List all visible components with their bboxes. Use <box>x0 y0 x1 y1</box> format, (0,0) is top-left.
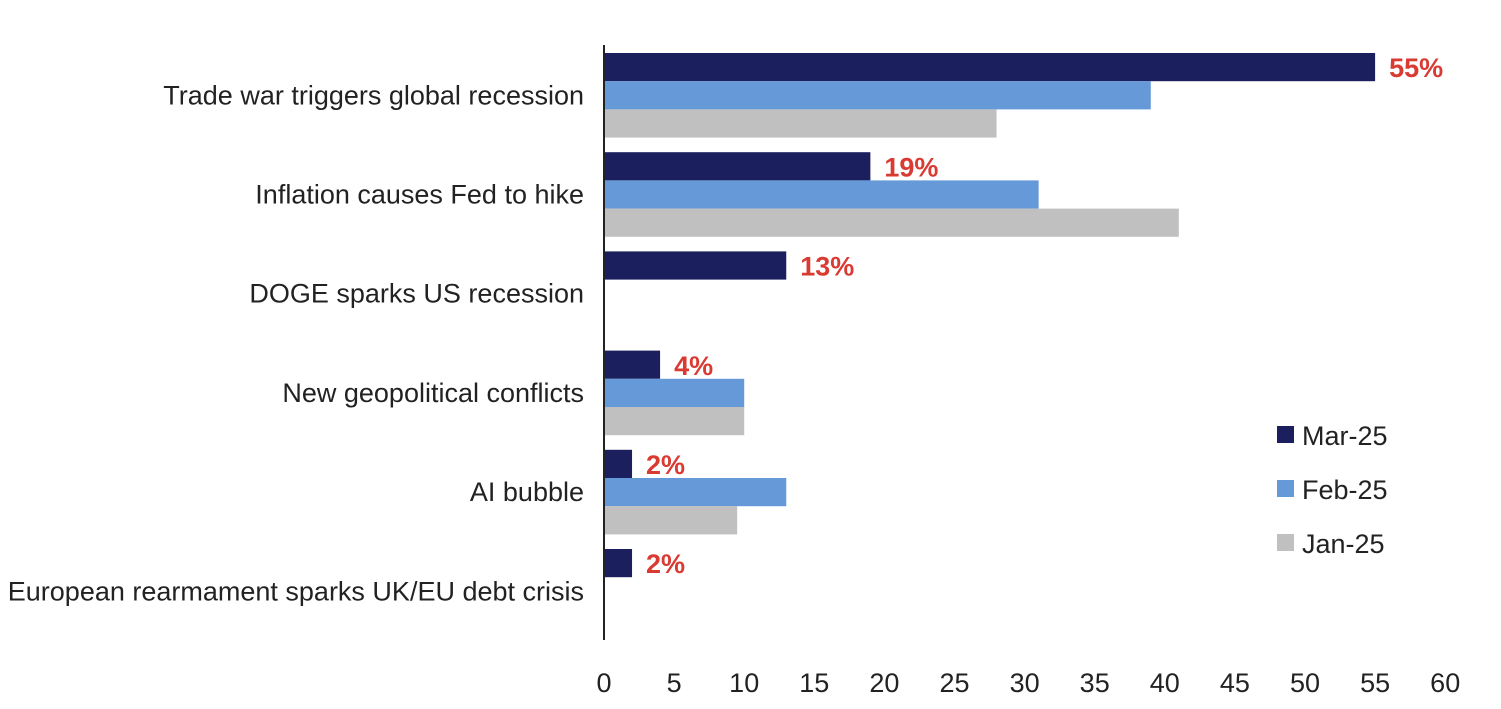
data-label-3: 4% <box>674 351 713 381</box>
bar-mar-25-2 <box>604 251 787 280</box>
legend: Mar-25 Feb-25 Jan-25 <box>1277 421 1388 559</box>
bar-jan-25-4 <box>604 506 738 535</box>
data-label-1: 19% <box>884 152 938 182</box>
data-labels: 55% 19% 13% 4% 2% 2% <box>646 53 1443 579</box>
data-label-0: 55% <box>1389 53 1443 83</box>
x-tick-label-9: 45 <box>1220 668 1250 698</box>
category-label-2: DOGE sparks US recession <box>249 279 584 309</box>
x-tick-label-1: 5 <box>667 668 682 698</box>
bars-group <box>604 53 1376 578</box>
x-tick-label-11: 55 <box>1360 668 1390 698</box>
category-labels: Trade war triggers global recession Infla… <box>8 80 584 606</box>
x-tick-label-2: 10 <box>729 668 759 698</box>
data-label-4: 2% <box>646 450 685 480</box>
bar-jan-25-1 <box>604 208 1179 237</box>
bar-mar-25-3 <box>604 350 661 379</box>
bar-feb-25-3 <box>604 378 745 407</box>
x-tick-label-7: 35 <box>1080 668 1110 698</box>
x-tick-label-5: 25 <box>939 668 969 698</box>
x-tick-label-8: 40 <box>1150 668 1180 698</box>
legend-swatch-feb-25 <box>1277 480 1294 497</box>
bar-mar-25-1 <box>604 152 871 181</box>
data-label-2: 13% <box>800 252 854 282</box>
legend-label-jan-25: Jan-25 <box>1302 529 1385 559</box>
category-label-3: New geopolitical conflicts <box>282 378 584 408</box>
category-label-4: AI bubble <box>470 477 584 507</box>
category-label-0: Trade war triggers global recession <box>163 80 584 110</box>
bar-feb-25-0 <box>604 81 1151 110</box>
bar-mar-25-5 <box>604 549 633 578</box>
x-tick-label-3: 15 <box>799 668 829 698</box>
bar-jan-25-0 <box>604 109 997 138</box>
legend-label-feb-25: Feb-25 <box>1302 475 1388 505</box>
legend-swatch-mar-25 <box>1277 426 1294 443</box>
x-tick-label-0: 0 <box>596 668 611 698</box>
bar-mar-25-4 <box>604 449 633 478</box>
data-label-5: 2% <box>646 549 685 579</box>
legend-swatch-jan-25 <box>1277 534 1294 551</box>
x-axis-ticks: 0 5 10 15 20 25 30 35 40 45 50 55 60 <box>596 668 1460 698</box>
x-tick-label-12: 60 <box>1430 668 1460 698</box>
x-tick-label-6: 30 <box>1010 668 1040 698</box>
bar-feb-25-4 <box>604 478 787 507</box>
bar-mar-25-0 <box>604 53 1376 82</box>
category-label-5: European rearmament sparks UK/EU debt cr… <box>8 576 584 606</box>
x-tick-label-4: 20 <box>869 668 899 698</box>
legend-label-mar-25: Mar-25 <box>1302 421 1388 451</box>
bar-jan-25-3 <box>604 407 745 436</box>
bar-feb-25-1 <box>604 180 1039 209</box>
x-tick-label-10: 50 <box>1290 668 1320 698</box>
category-label-1: Inflation causes Fed to hike <box>255 180 584 210</box>
